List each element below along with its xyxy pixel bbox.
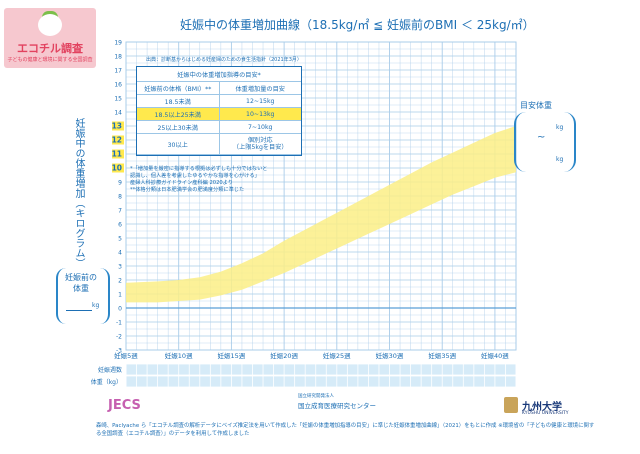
ncchd-logo-sub: 国立研究開発法人 xyxy=(298,394,334,399)
y-tick-label: 8 xyxy=(118,194,122,201)
y-tick-highlight xyxy=(112,121,124,131)
guide-notes: *「増加量を厳密に指導する根拠は必ずしも十分ではないと 認識し、個人差を考慮した… xyxy=(130,166,320,194)
y-tick-label: 12 xyxy=(112,136,122,145)
record-row-label: 妊娠週数 xyxy=(98,366,122,374)
y-tick-label: 5 xyxy=(118,236,122,243)
kyushu-crest-icon xyxy=(504,397,518,413)
y-tick-label: 6 xyxy=(118,222,122,229)
pre-pregnancy-weight-input-line[interactable] xyxy=(66,310,92,311)
note-line: **体格分類は日本肥満学会の肥満度分類に準じた xyxy=(130,187,245,193)
y-tick-label: 0 xyxy=(118,306,122,313)
kyushu-logo-en: KYUSHU UNIVERSITY xyxy=(522,411,569,416)
ecochil-logo: エコチル調査 子どもの健康と環境に関する全国調査 xyxy=(4,8,96,68)
x-tick-label: 妊娠40週 xyxy=(481,351,509,360)
kyushu-logo: 九州大学 xyxy=(522,402,562,413)
y-axis-label: 妊娠中の体重増加（キログラム） xyxy=(73,118,84,268)
x-tick-label: 妊娠35週 xyxy=(428,351,456,360)
y-tick-label: 14 xyxy=(114,110,122,117)
guide-gain-cell-highlight: 10~13kg xyxy=(219,107,301,121)
y-tick-label: 10 xyxy=(112,164,122,173)
y-tick-highlight xyxy=(112,163,124,173)
ncchd-logo: 国立成育医療研究センター xyxy=(298,402,376,410)
y-tick-label: 16 xyxy=(114,82,122,89)
y-tick-label: -2 xyxy=(116,334,122,341)
target-gain-band xyxy=(126,126,516,303)
guide-title: 妊娠中の体重増加指導の目安* xyxy=(137,67,301,82)
weight-gain-guide-table: 妊娠中の体重増加指導の目安* 妊娠前の体格（BMI）** 体重増加量の目安 18.… xyxy=(136,66,302,156)
guide-bmi-cell-highlight: 18.5以上25未満 xyxy=(137,107,220,121)
note-line: *「増加量を厳密に指導する根拠は必ずしも十分ではないと xyxy=(130,166,268,172)
footer-citation: 森崎、Paclyache ら「エコチル調査の解析データにベイズ推定法を用いて作成… xyxy=(96,423,595,437)
guide-gain-cell: 7~10kg xyxy=(219,120,301,134)
y-tick-label: 18 xyxy=(114,54,122,61)
logo-text: エコチル調査 xyxy=(17,42,83,55)
pre-pregnancy-weight-bracket xyxy=(56,268,110,324)
x-tick-label: 妊娠20週 xyxy=(270,351,298,360)
source-note: 出典：診断基からはじめる妊産婦のための食生活指針（2021年3月） xyxy=(146,57,302,63)
y-tick-highlight xyxy=(112,135,124,145)
jecs-logo: JECS xyxy=(108,398,141,413)
target-weight-unit-bottom: kg xyxy=(556,156,564,163)
note-line: 認識し、個人差を考慮したゆるやかな指導を心がける」 xyxy=(130,173,260,179)
x-tick-label: 妊娠25週 xyxy=(323,351,351,360)
y-tick-label: -1 xyxy=(116,320,122,327)
x-tick-label: 妊娠10週 xyxy=(165,351,193,360)
y-tick-label: 15 xyxy=(114,96,122,103)
guide-gain-cell: 個別対応 （上限5kgを目安） xyxy=(219,133,301,155)
y-tick-label: 2 xyxy=(118,278,122,285)
y-tick-label: 1 xyxy=(118,292,122,299)
target-weight-bracket xyxy=(514,112,576,172)
mascot-face-icon xyxy=(38,14,62,36)
x-tick-label: 妊娠30週 xyxy=(376,351,404,360)
pre-pregnancy-weight-unit: kg xyxy=(92,302,100,309)
guide-col-gain: 体重増加量の目安 xyxy=(219,81,301,95)
x-tick-label: 妊娠5週 xyxy=(114,351,138,360)
target-weight-unit-top: kg xyxy=(556,124,564,131)
logo-subtitle: 子どもの健康と環境に関する全国調査 xyxy=(7,57,93,63)
pre-pregnancy-weight-label: 妊娠前の体重 xyxy=(65,273,97,293)
target-weight-label: 目安体重 xyxy=(520,101,552,110)
y-tick-label: 3 xyxy=(118,264,122,271)
chart-title: 妊娠中の体重増加曲線（18.5kg/㎡ ≦ 妊娠前のBMI ＜ 25kg/㎡） xyxy=(180,18,535,32)
y-tick-highlight xyxy=(112,149,124,159)
record-row-label: 体重（kg） xyxy=(91,378,122,386)
guide-gain-cell: 12~15kg xyxy=(219,94,301,108)
y-tick-label: 19 xyxy=(114,40,122,47)
guide-bmi-cell: 25以上30未満 xyxy=(137,120,220,134)
y-tick-label: 9 xyxy=(118,180,122,187)
y-tick-label: 7 xyxy=(118,208,122,215)
guide-col-bmi: 妊娠前の体格（BMI）** xyxy=(137,81,220,95)
y-tick-label: 13 xyxy=(112,122,122,131)
note-line: 産婦人科診療ガイドライン産科編 2020より xyxy=(130,180,233,186)
record-row xyxy=(125,363,517,376)
guide-bmi-cell: 18.5未満 xyxy=(137,94,220,108)
guide-bmi-cell: 30以上 xyxy=(137,133,220,155)
y-tick-label: -3 xyxy=(116,348,122,355)
target-weight-tilde: ~ xyxy=(537,132,546,143)
y-tick-label: 17 xyxy=(114,68,122,75)
record-row xyxy=(125,375,517,388)
x-tick-label: 妊娠15週 xyxy=(218,351,246,360)
y-tick-label: 4 xyxy=(118,250,122,257)
y-tick-label: 11 xyxy=(112,150,122,159)
